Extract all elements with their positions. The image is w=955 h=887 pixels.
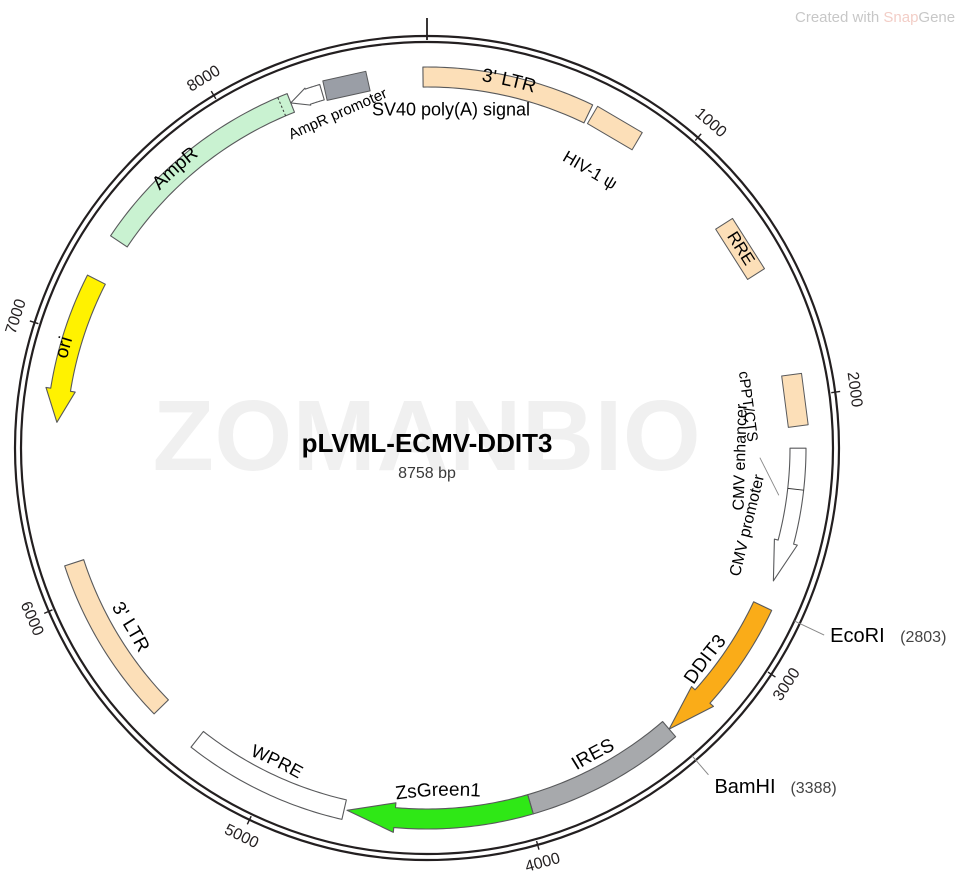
svg-text:Created with SnapGene®: Created with SnapGene®: [795, 9, 955, 26]
svg-text:HIV-1 ψ: HIV-1 ψ: [560, 147, 621, 193]
svg-text:6000: 6000: [17, 599, 47, 639]
svg-text:2000: 2000: [843, 371, 865, 409]
svg-text:SV40 poly(A) signal: SV40 poly(A) signal: [372, 99, 530, 119]
svg-text:ZsGreen1: ZsGreen1: [394, 780, 482, 805]
svg-text:pLVML-ECMV-DDIT3: pLVML-ECMV-DDIT3: [302, 428, 553, 458]
svg-text:3000: 3000: [770, 665, 804, 704]
svg-text:(2803): (2803): [900, 629, 946, 646]
svg-text:5000: 5000: [222, 821, 262, 852]
svg-text:4000: 4000: [523, 850, 562, 876]
svg-text:BamHI: BamHI: [714, 776, 775, 798]
svg-text:8758 bp: 8758 bp: [398, 465, 456, 482]
svg-text:EcoRI: EcoRI: [830, 625, 884, 647]
svg-text:7000: 7000: [3, 297, 30, 336]
svg-text:(3388): (3388): [790, 780, 836, 797]
svg-text:8000: 8000: [184, 62, 223, 95]
